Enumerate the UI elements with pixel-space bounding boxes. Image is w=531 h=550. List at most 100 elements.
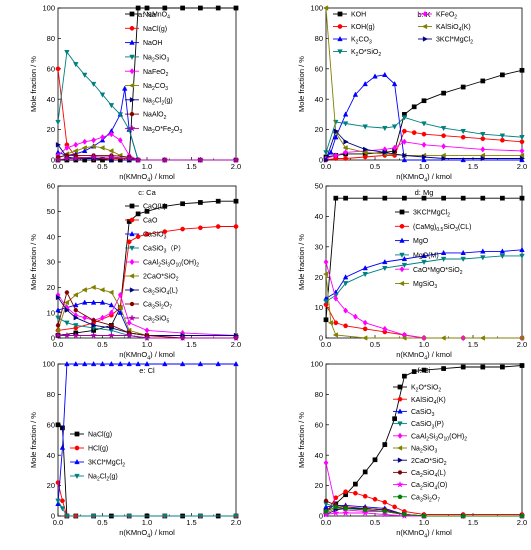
legend-label: CaAl2Si3O10(OH)2 [411,433,467,442]
series-mgo-m-point [323,299,329,305]
legend-swatch-marker [129,97,136,103]
series-k2co3-point [382,71,388,78]
series-casio3-point [99,299,106,305]
x-tick-label: 0.0 [53,340,63,349]
legend-swatch-marker [398,280,405,287]
legend-label: CaSiO3 [143,232,167,241]
series-3kcl-mgcl2-point [144,360,150,367]
series-k2o-sio2-point [480,364,486,370]
series-nafeo2-point [108,131,114,138]
panel-title: e: Cl [139,366,155,375]
x-tick-label: 0.0 [321,162,331,171]
series-3kcl-mgcl2-point [333,195,339,201]
series-mgsio3-point [518,335,525,341]
x-axis-label: n(KMnO4) / kmol [119,528,175,539]
series-ca3si2o7-point [519,513,525,519]
series-mgo-point [460,249,466,256]
series-k2o-sio2-point [519,135,525,141]
series-3kcl-mgcl2-point [402,195,407,201]
y-tick-label: 20 [47,283,55,292]
series-kalsio4-k-point [353,490,358,496]
series-mgo-line [325,249,523,299]
series-nafeo2-point [91,137,97,144]
series-k2o-sio2-point [392,416,397,422]
legend-label: NaCl(g) [88,432,112,439]
series-na2o-fe2o3-point [72,154,80,162]
series-nacl-g-point [60,425,65,431]
legend-label: MgSiO3 [413,281,437,290]
series-3kcl-mgcl2-point [441,155,447,162]
series-na2cl2-g-point [64,513,70,520]
series-2cao-sio2-point [72,292,78,298]
series-3kcl-mgcl2-point [323,317,329,323]
series-casio3-point [81,299,88,305]
y-axis-label: Mole fraction / % [297,412,306,468]
series-koh-line [325,69,523,158]
series-ca2sio4-l-point [64,307,70,313]
series-mgo-m-point [362,272,368,278]
series-casio3-point [108,302,115,308]
series-nafeo2-point [117,137,123,144]
series-kalsio4-k-point [479,152,485,159]
legend-label: CaO [143,218,158,225]
legend-swatch-marker [397,396,403,402]
legend-swatch-marker [74,445,80,451]
series-3kcl-mgcl2-point [402,152,408,159]
series-3kcl-mgcl2-point [519,155,526,162]
series-naoh-point [81,147,88,154]
series-na2cl2-g-point [55,142,62,148]
panel-d-mg: 0.0 0.5 1.0 1.5 2.0 0 10 20 30 40 50 n(KMnO4) / kmo… [297,182,527,362]
series-kalsio4-k-point [322,5,329,11]
series-na2o-fe2o3-line [57,156,236,161]
series-na2cl2-g-point [55,498,61,504]
series-mgo-point [382,258,388,265]
series-na2cl2-g-point [59,506,66,512]
x-tick-label: 1.5 [468,340,478,349]
legend: NaMnO4 NaCl(g) NaOH Na2SiO3 NaFeO2 Na2CO3 Na2C… [125,12,182,135]
y-tick-label: 60 [47,182,55,191]
series-ca2sio5-point [125,331,133,339]
series-3kcl-mgcl2-point [480,155,486,162]
series-koh-g-point [421,131,427,137]
series-ca2sio4-o-point [322,510,330,518]
x-tick-label: 0.0 [321,340,331,349]
series-k2o-sio2-point [353,481,358,487]
series-mgo-m-point [480,255,486,261]
series-ca2sio4-o-point [361,509,369,516]
series-ca2sio5-point [179,334,187,342]
legend-label: 3KCl*MgCl2 [413,210,450,219]
x-tick-label: 1.0 [142,162,152,171]
series-na2sio3-point [90,81,97,88]
series-koh-point [411,104,417,110]
series-3kcl-mgcl2-point [362,195,368,201]
series-3kcl-mgcl2-point [215,360,221,367]
series-na2o-fe2o3 [54,153,240,164]
panel-b-k: 0.0 0.5 1.0 1.5 2.0 0 20 40 60 80 100 n(KMnO4) / km… [297,4,527,184]
series-nafeo2-point [73,141,79,148]
series-casio3-p-point [64,320,70,326]
legend-label: MgO [413,238,429,245]
series-3kcl-mgcl2-point [73,360,79,367]
legend-swatch-marker [397,432,403,439]
series-na2cl2-g-point [126,513,132,520]
y-tick-label: 40 [315,212,323,221]
series-cao-point [180,226,185,232]
legend-label: CaO(L) [143,204,166,211]
series-na2cl2-g-point [162,513,168,520]
x-tick-label: 2.0 [231,518,241,527]
series-3kcl-mgcl2-point [59,444,66,450]
series-nafeo2-point [82,138,88,145]
series-cao-l-point [215,198,221,204]
x-tick-label: 2.0 [517,518,527,527]
series-k2o-sio2-point [402,373,407,379]
series-kalsio4-k-point [440,152,446,159]
legend-label: MgO(M) [413,253,439,260]
series-mgo-point [519,246,525,252]
legend-swatch-marker [337,35,343,42]
y-axis-label: Mole fraction / % [29,56,38,112]
series-kalsio4-k-point [392,504,397,510]
series-3kcl-mgcl2-point [117,360,124,367]
series-3kcl-mgcl2-point [179,360,186,367]
series-ca2sio5-point [72,331,80,339]
legend-swatch-marker [129,112,135,117]
